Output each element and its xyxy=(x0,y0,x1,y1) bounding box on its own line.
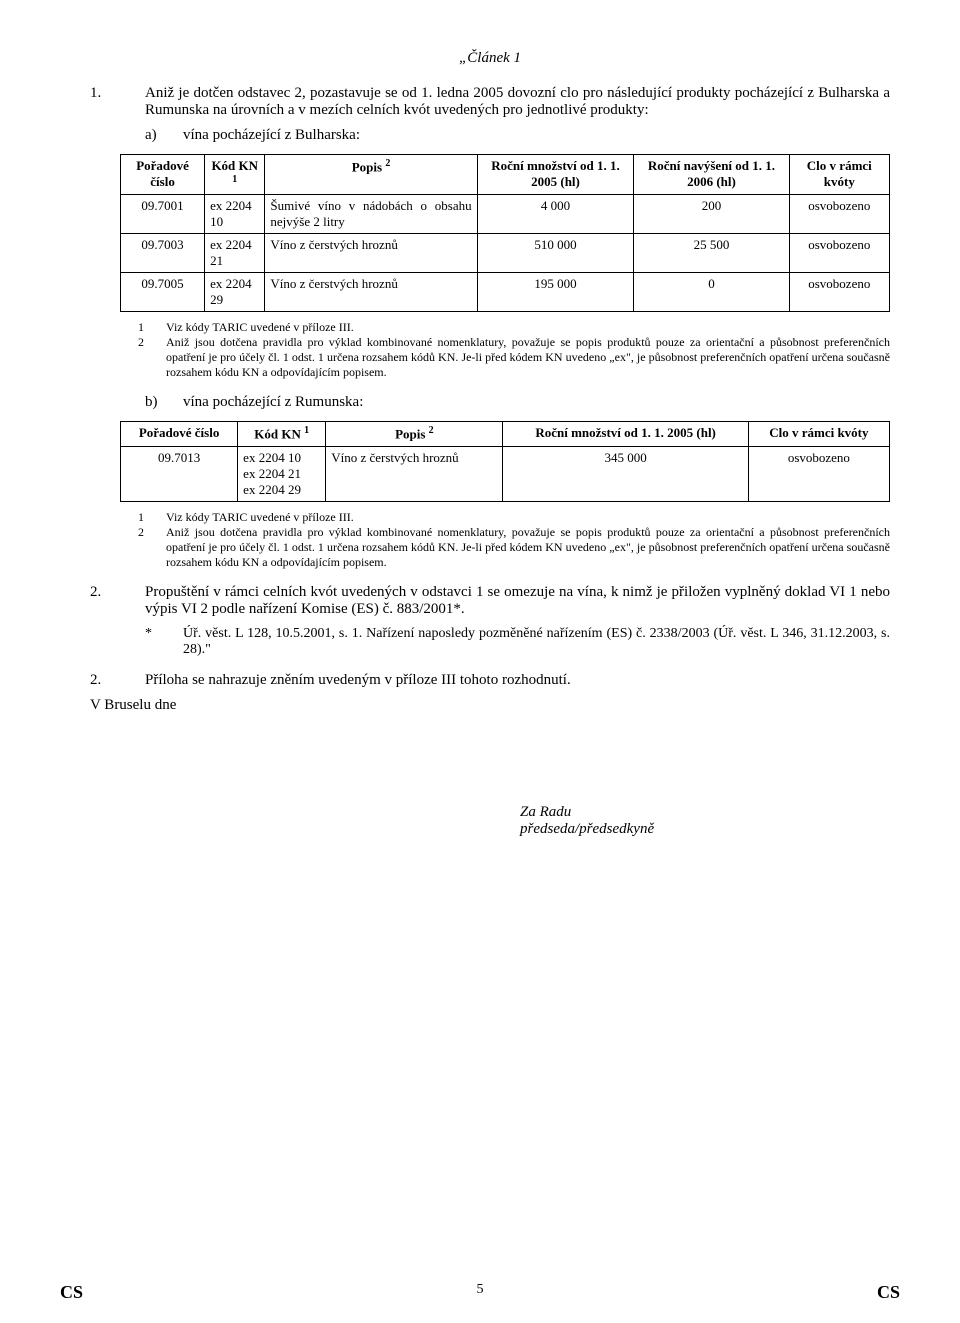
sub-text: vína pocházející z Rumunska: xyxy=(183,394,890,411)
page-footer: CS 5 CS xyxy=(0,1282,960,1303)
th: Roční množství od 1. 1. 2005 (hl) xyxy=(477,155,634,195)
para-text: Aniž je dotčen odstavec 2, pozastavuje s… xyxy=(145,85,890,119)
th: Pořadové číslo xyxy=(121,422,238,446)
table-row: 09.7013ex 2204 10 ex 2204 21 ex 2204 29V… xyxy=(121,446,890,501)
fn-num: 1 xyxy=(138,320,166,335)
sig-line2: předseda/předsedkyně xyxy=(520,821,890,838)
table-cell: 09.7001 xyxy=(121,195,205,234)
table-cell: osvobozeno xyxy=(789,234,889,273)
paragraph-1: 1. Aniž je dotčen odstavec 2, pozastavuj… xyxy=(90,85,890,119)
table-header-row: Pořadové číslo Kód KN 1 Popis 2 Roční mn… xyxy=(121,155,890,195)
para-number: 2. xyxy=(90,672,145,689)
th: Roční navýšení od 1. 1. 2006 (hl) xyxy=(634,155,789,195)
table-cell: Víno z čerstvých hroznů xyxy=(265,273,477,312)
table-cell: 09.7013 xyxy=(121,446,238,501)
asterisk-note: * Úř. věst. L 128, 10.5.2001, s. 1. Naří… xyxy=(145,626,890,658)
table-row: 09.7001ex 2204 10Šumivé víno v nádobách … xyxy=(121,195,890,234)
brussels-date: V Bruselu dne xyxy=(90,697,890,714)
table-cell: osvobozeno xyxy=(748,446,889,501)
fn-text: Aniž jsou dotčena pravidla pro výklad ko… xyxy=(166,335,890,380)
para-text: Propuštění v rámci celních kvót uvedenýc… xyxy=(145,584,890,618)
asterisk-text: Úř. věst. L 128, 10.5.2001, s. 1. Naříze… xyxy=(183,626,890,658)
table-cell: 195 000 xyxy=(477,273,634,312)
signature-block: Za Radu předseda/předsedkyně xyxy=(520,804,890,838)
table-cell: Víno z čerstvých hroznů xyxy=(326,446,503,501)
footnotes-a: 1Viz kódy TARIC uvedené v příloze III. 2… xyxy=(138,320,890,380)
paragraph-3: 2. Příloha se nahrazuje zněním uvedeným … xyxy=(90,672,890,689)
article-title: „Článek 1 xyxy=(90,50,890,67)
th: Popis 2 xyxy=(326,422,503,446)
table-cell: Šumivé víno v nádobách o obsahu nejvýše … xyxy=(265,195,477,234)
th: Kód KN 1 xyxy=(205,155,265,195)
table-cell: ex 2204 10 ex 2204 21 ex 2204 29 xyxy=(238,446,326,501)
table-row: 09.7005ex 2204 29Víno z čerstvých hroznů… xyxy=(121,273,890,312)
para-text: Příloha se nahrazuje zněním uvedeným v p… xyxy=(145,672,890,689)
table-cell: 345 000 xyxy=(503,446,748,501)
sub-label: a) xyxy=(145,127,183,144)
table-cell: osvobozeno xyxy=(789,195,889,234)
table-header-row: Pořadové číslo Kód KN 1 Popis 2 Roční mn… xyxy=(121,422,890,446)
th: Clo v rámci kvóty xyxy=(748,422,889,446)
sub-label: b) xyxy=(145,394,183,411)
fn-text: Aniž jsou dotčena pravidla pro výklad ko… xyxy=(166,525,890,570)
sig-line1: Za Radu xyxy=(520,804,890,821)
table-cell: 09.7003 xyxy=(121,234,205,273)
table-cell: ex 2204 21 xyxy=(205,234,265,273)
paragraph-2: 2. Propuštění v rámci celních kvót uvede… xyxy=(90,584,890,618)
table-cell: Víno z čerstvých hroznů xyxy=(265,234,477,273)
table-cell: ex 2204 29 xyxy=(205,273,265,312)
sub-text: vína pocházející z Bulharska: xyxy=(183,127,890,144)
table-cell: osvobozeno xyxy=(789,273,889,312)
footer-right: CS xyxy=(877,1282,900,1303)
th: Roční množství od 1. 1. 2005 (hl) xyxy=(503,422,748,446)
table-a: Pořadové číslo Kód KN 1 Popis 2 Roční mn… xyxy=(120,154,890,312)
table-row: 09.7003ex 2204 21Víno z čerstvých hroznů… xyxy=(121,234,890,273)
sub-a: a) vína pocházející z Bulharska: xyxy=(145,127,890,144)
fn-text: Viz kódy TARIC uvedené v příloze III. xyxy=(166,510,890,525)
table-cell: ex 2204 10 xyxy=(205,195,265,234)
th: Clo v rámci kvóty xyxy=(789,155,889,195)
fn-num: 2 xyxy=(138,335,166,380)
fn-text: Viz kódy TARIC uvedené v příloze III. xyxy=(166,320,890,335)
table-cell: 0 xyxy=(634,273,789,312)
para-number: 1. xyxy=(90,85,145,102)
footnotes-b: 1Viz kódy TARIC uvedené v příloze III. 2… xyxy=(138,510,890,570)
fn-num: 2 xyxy=(138,525,166,570)
table-cell: 09.7005 xyxy=(121,273,205,312)
table-cell: 25 500 xyxy=(634,234,789,273)
th: Popis 2 xyxy=(265,155,477,195)
th: Kód KN 1 xyxy=(238,422,326,446)
fn-num: 1 xyxy=(138,510,166,525)
th: Pořadové číslo xyxy=(121,155,205,195)
para-number: 2. xyxy=(90,584,145,601)
table-cell: 4 000 xyxy=(477,195,634,234)
table-b: Pořadové číslo Kód KN 1 Popis 2 Roční mn… xyxy=(120,421,890,501)
footer-page-number: 5 xyxy=(477,1282,484,1303)
table-cell: 200 xyxy=(634,195,789,234)
sub-b: b) vína pocházející z Rumunska: xyxy=(145,394,890,411)
table-cell: 510 000 xyxy=(477,234,634,273)
footer-left: CS xyxy=(60,1282,83,1303)
asterisk-mark: * xyxy=(145,626,183,658)
